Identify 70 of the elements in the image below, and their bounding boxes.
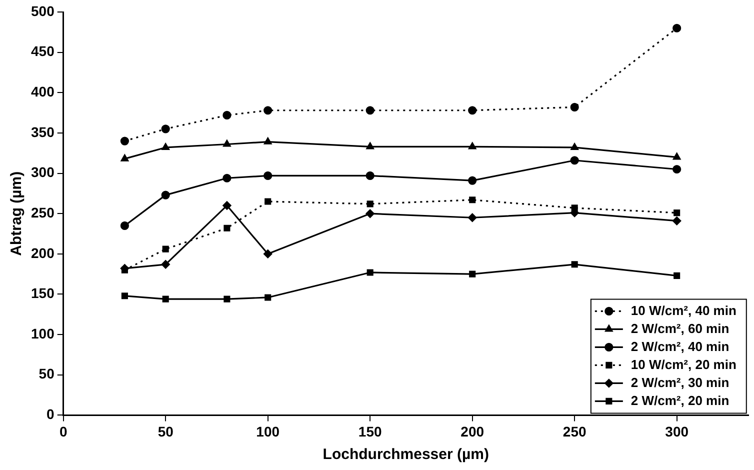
point <box>672 24 682 32</box>
point <box>222 110 232 120</box>
x-tick-label: 300 <box>665 423 689 440</box>
point <box>264 138 272 144</box>
point <box>468 142 476 150</box>
point <box>570 143 578 150</box>
x-tick-label: 50 <box>158 423 174 440</box>
y-axis-title: Abtrag (µm) <box>8 171 26 256</box>
point <box>264 250 272 258</box>
x-tick-label: 0 <box>59 423 68 440</box>
y-tick-label: 300 <box>31 164 55 180</box>
point <box>161 260 170 269</box>
legend-label: 2 W/cm², 20 min <box>630 392 730 408</box>
point <box>120 136 130 146</box>
point <box>570 156 579 165</box>
point <box>674 272 680 279</box>
point <box>366 269 374 276</box>
legend-label: 2 W/cm², 60 min <box>630 320 730 336</box>
point <box>264 198 272 205</box>
point <box>366 106 374 115</box>
point <box>469 196 476 204</box>
point <box>162 143 170 150</box>
x-tick-label: 150 <box>358 423 382 440</box>
y-tick-label: 500 <box>31 2 55 19</box>
x-tick-label: 100 <box>256 423 280 440</box>
point <box>264 294 272 301</box>
point <box>672 164 682 174</box>
y-tick-label: 50 <box>38 366 55 382</box>
point <box>468 106 477 115</box>
x-tick-label: 200 <box>460 423 484 440</box>
point <box>222 174 232 182</box>
point <box>161 190 170 200</box>
point <box>161 124 170 134</box>
point <box>222 201 232 210</box>
point <box>264 106 272 115</box>
y-tick-label: 150 <box>31 285 55 302</box>
point <box>366 142 374 150</box>
point <box>469 270 476 278</box>
point <box>571 261 578 268</box>
point <box>673 152 681 160</box>
point <box>162 246 169 252</box>
legend-label: 10 W/cm², 20 min <box>630 356 736 372</box>
point <box>366 200 374 208</box>
x-tick-label: 250 <box>562 423 586 440</box>
point <box>223 140 231 147</box>
point <box>120 221 130 230</box>
y-tick-label: 100 <box>31 325 55 342</box>
point <box>224 224 230 232</box>
point <box>672 216 682 226</box>
point <box>121 292 128 300</box>
y-tick-label: 0 <box>46 406 55 422</box>
y-tick-label: 450 <box>31 43 55 60</box>
point <box>674 210 680 216</box>
point <box>224 296 230 302</box>
y-tick-label: 200 <box>31 244 55 261</box>
x-axis-title: Lochdurchmesser (µm) <box>322 446 489 464</box>
point <box>468 213 477 222</box>
point <box>366 209 374 218</box>
point <box>162 296 169 302</box>
legend-label: 2 W/cm², 40 min <box>630 338 730 354</box>
point <box>120 154 129 162</box>
legend-label: 10 W/cm², 40 min <box>630 302 736 318</box>
point <box>366 171 374 180</box>
point <box>570 102 579 112</box>
y-tick-label: 250 <box>31 204 55 220</box>
y-tick-label: 350 <box>31 124 55 140</box>
point <box>264 171 272 180</box>
point <box>468 176 477 185</box>
y-tick-label: 400 <box>31 84 55 100</box>
legend-label: 2 W/cm², 30 min <box>630 374 730 390</box>
